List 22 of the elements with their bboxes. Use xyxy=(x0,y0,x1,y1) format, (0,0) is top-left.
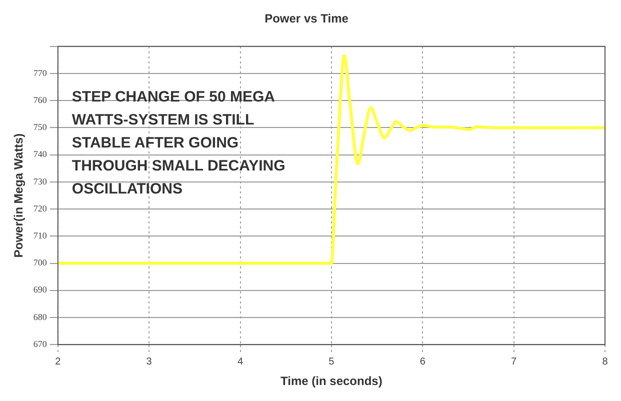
y-tick-label: 700 xyxy=(33,258,48,268)
y-tick-label: 680 xyxy=(33,312,48,322)
x-tick-label: 4 xyxy=(237,356,244,368)
y-tick-label: 770 xyxy=(33,68,48,78)
y-tick-label: 690 xyxy=(33,284,48,295)
y-tick-label: 710 xyxy=(33,230,48,241)
y-tick-label: 740 xyxy=(33,149,48,160)
x-tick-label: 6 xyxy=(420,356,426,368)
y-axis-title: Power(in Mega Watts) xyxy=(12,133,26,258)
x-tick-label: 2 xyxy=(55,356,62,368)
x-tick-label: 8 xyxy=(602,356,608,368)
y-tick-label: 670 xyxy=(33,338,48,349)
chart-title: Power vs Time xyxy=(264,12,349,26)
y-tick-label: 760 xyxy=(33,94,48,105)
y-tick-label: 730 xyxy=(33,176,48,186)
y-tick-label: 720 xyxy=(33,203,48,214)
x-tick-label: 7 xyxy=(511,356,518,368)
y-tick-label: 750 xyxy=(33,122,48,132)
x-tick-label: 5 xyxy=(328,356,335,368)
x-axis-title: Time (in seconds) xyxy=(280,374,382,388)
annotation: STEP CHANGE OF 50 MEGA WATTS-SYSTEM IS STILL STABLE AFTER GOING THROUGH SMALL DECAYING OSCILLATIONS xyxy=(72,88,286,198)
x-tick-label: 3 xyxy=(146,356,152,368)
